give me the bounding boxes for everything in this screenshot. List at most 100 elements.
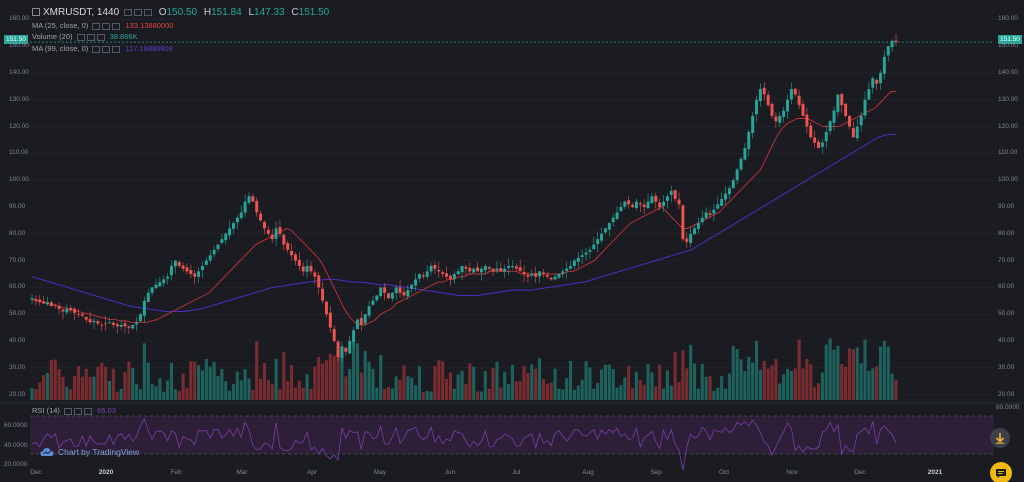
volume-bar bbox=[286, 381, 290, 400]
volume-bar bbox=[417, 366, 421, 400]
price-tick-label: 120.00 bbox=[998, 122, 1018, 130]
last-price-tag-right: 151.50 bbox=[998, 35, 1022, 44]
volume-bar bbox=[882, 340, 886, 400]
ma25-legend[interactable]: MA (25, close, 0) 133.13880000 bbox=[32, 21, 173, 31]
volume-bars bbox=[30, 338, 898, 400]
settings-icon[interactable] bbox=[102, 45, 111, 53]
candle-body bbox=[549, 277, 553, 280]
volume-bar bbox=[727, 373, 731, 400]
volume-bar bbox=[510, 364, 514, 400]
close-icon[interactable] bbox=[84, 407, 93, 415]
candle-body bbox=[859, 115, 863, 126]
candle-body bbox=[824, 131, 828, 142]
tradingview-watermark[interactable]: Chart by TradingView bbox=[40, 447, 139, 457]
candle-body bbox=[553, 276, 557, 280]
volume-bar bbox=[42, 375, 46, 400]
time-tick-label: Aug bbox=[582, 469, 594, 476]
volume-bar bbox=[45, 372, 50, 400]
candle-body bbox=[770, 103, 774, 116]
volume-bar bbox=[197, 365, 201, 400]
eye-icon[interactable] bbox=[92, 22, 101, 30]
candle-body bbox=[545, 275, 549, 277]
time-tick-label: Feb bbox=[170, 469, 182, 476]
candle-body bbox=[49, 302, 53, 307]
ma99-legend[interactable]: MA (99, close, 0) 117.16880808 bbox=[32, 44, 173, 54]
candle-body bbox=[212, 249, 216, 255]
candle-body bbox=[596, 239, 600, 245]
candle-body bbox=[348, 341, 352, 354]
candle-body bbox=[313, 272, 317, 277]
close-icon[interactable] bbox=[112, 45, 121, 53]
candle-body bbox=[111, 322, 115, 325]
candle-body bbox=[468, 267, 472, 272]
candle-body bbox=[410, 284, 414, 289]
candle-body bbox=[30, 298, 34, 300]
price-tick-label: 80.00 bbox=[998, 229, 1015, 237]
symbol-name: XMRUSDT, 1440 bbox=[43, 7, 120, 18]
volume-bar bbox=[111, 368, 115, 400]
candle-body bbox=[69, 307, 73, 311]
candle-body bbox=[231, 223, 235, 229]
eye-icon[interactable] bbox=[64, 407, 73, 415]
settings-icon[interactable] bbox=[102, 22, 111, 30]
candle-body bbox=[181, 265, 185, 269]
eye-icon[interactable] bbox=[92, 45, 101, 53]
collapse-legend-icon[interactable] bbox=[32, 8, 40, 16]
volume-legend[interactable]: Volume (20) 38.866K bbox=[32, 32, 138, 42]
candle-body bbox=[739, 158, 743, 170]
volume-bar bbox=[828, 338, 832, 400]
rsi-legend[interactable]: RSI (14) 66.03 bbox=[32, 406, 116, 416]
candle-body bbox=[270, 234, 274, 240]
candle-body bbox=[514, 266, 518, 269]
price-tick-label: 150.00 bbox=[9, 42, 29, 50]
settings-icon[interactable] bbox=[86, 33, 95, 41]
candle-body bbox=[220, 239, 224, 243]
candle-body bbox=[336, 341, 340, 358]
candle-body bbox=[689, 233, 693, 244]
volume-bar bbox=[576, 385, 580, 400]
download-arrow-icon[interactable] bbox=[990, 428, 1010, 448]
candle-body bbox=[204, 260, 208, 265]
settings-icon[interactable] bbox=[74, 407, 83, 415]
close-icon[interactable] bbox=[96, 33, 105, 41]
eye-icon[interactable] bbox=[76, 33, 85, 41]
volume-bar bbox=[782, 374, 786, 400]
close-icon[interactable] bbox=[112, 22, 121, 30]
volume-bar bbox=[189, 361, 193, 400]
volume-bar bbox=[801, 368, 805, 400]
price-tick-label: 80.00 bbox=[9, 229, 26, 237]
volume-bar bbox=[789, 371, 793, 400]
close-icon[interactable] bbox=[143, 8, 152, 16]
candle-body bbox=[751, 115, 755, 133]
candle-body bbox=[274, 228, 278, 239]
volume-bar bbox=[173, 389, 177, 400]
price-tick-label: 140.00 bbox=[9, 68, 29, 76]
candle-body bbox=[685, 238, 689, 242]
candle-body bbox=[700, 217, 704, 223]
candle-body bbox=[882, 56, 886, 74]
candle-body bbox=[848, 115, 851, 127]
candle-body bbox=[786, 99, 789, 112]
candle-body bbox=[677, 199, 681, 205]
chat-bubble-icon[interactable] bbox=[990, 462, 1012, 482]
volume-bar bbox=[805, 359, 809, 400]
time-tick-label: Jul bbox=[511, 469, 521, 476]
settings-icon[interactable] bbox=[133, 8, 142, 16]
candle-body bbox=[100, 324, 104, 326]
eye-icon[interactable] bbox=[123, 8, 132, 16]
volume-bar bbox=[867, 370, 871, 400]
volume-bar bbox=[468, 363, 472, 400]
volume-bar bbox=[38, 382, 42, 400]
price-tick-label: 140.00 bbox=[998, 68, 1018, 76]
volume-bar bbox=[166, 380, 170, 400]
candle-body bbox=[193, 273, 197, 277]
candle-body bbox=[262, 221, 266, 229]
volume-bar bbox=[785, 368, 790, 400]
volume-bar bbox=[692, 363, 697, 400]
volume-bar bbox=[92, 376, 96, 400]
candle-body bbox=[80, 313, 84, 316]
volume-bar bbox=[685, 368, 689, 400]
volume-bar bbox=[677, 382, 681, 400]
candle-body bbox=[77, 313, 80, 315]
